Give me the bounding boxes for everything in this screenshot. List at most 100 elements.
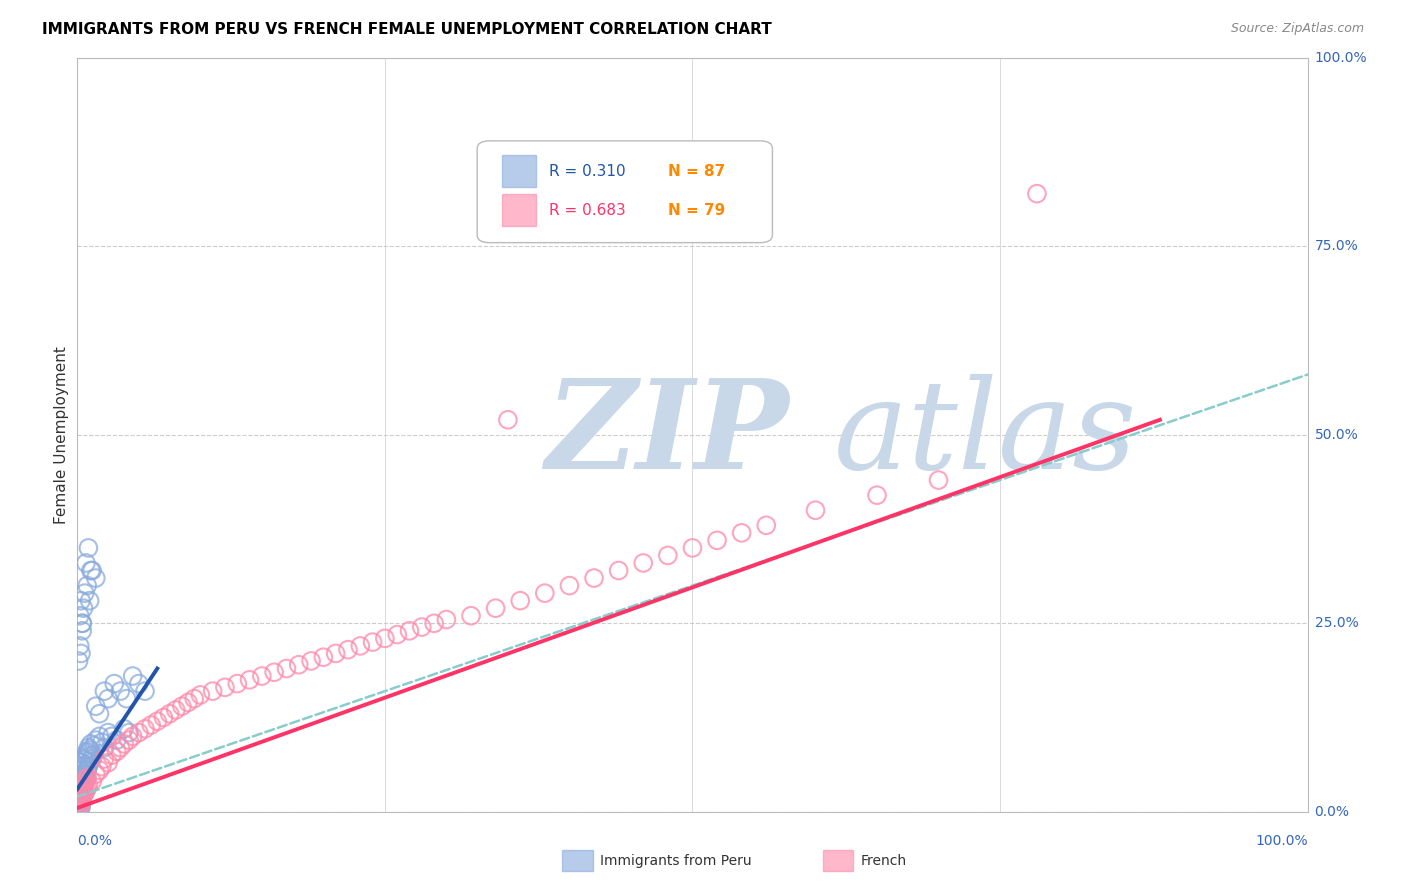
Point — [93, 752, 115, 766]
Point — [84, 767, 107, 781]
Point — [103, 676, 125, 690]
Point — [75, 771, 97, 785]
Text: French: French — [860, 854, 907, 868]
Point — [67, 773, 90, 788]
Point — [134, 722, 156, 736]
Point — [70, 791, 93, 805]
Point — [73, 776, 96, 790]
Point — [1026, 186, 1049, 201]
Point — [69, 776, 91, 790]
Point — [250, 669, 273, 683]
Point — [134, 684, 156, 698]
Point — [436, 613, 458, 627]
Text: 100.0%: 100.0% — [1256, 834, 1308, 848]
Point — [90, 735, 114, 749]
Text: 100.0%: 100.0% — [1315, 51, 1367, 65]
Point — [374, 632, 396, 646]
Point — [423, 616, 446, 631]
Point — [67, 788, 90, 802]
Point — [70, 796, 93, 810]
Point — [83, 739, 105, 753]
Point — [72, 786, 94, 800]
Point — [77, 759, 100, 773]
Point — [101, 730, 124, 744]
Point — [69, 793, 91, 807]
Point — [755, 518, 778, 533]
Point — [263, 665, 285, 680]
Point — [82, 752, 104, 766]
Point — [75, 783, 97, 797]
Point — [76, 746, 98, 760]
Point — [69, 792, 91, 806]
Point — [349, 639, 371, 653]
Point — [77, 740, 100, 755]
Text: R = 0.310: R = 0.310 — [548, 163, 626, 178]
Point — [73, 773, 96, 788]
Text: R = 0.683: R = 0.683 — [548, 202, 626, 218]
Point — [70, 800, 93, 814]
Point — [70, 786, 93, 800]
Point — [70, 780, 93, 795]
Point — [67, 801, 90, 815]
Point — [70, 647, 93, 661]
Point — [79, 593, 101, 607]
Point — [70, 799, 93, 814]
Point — [67, 793, 90, 807]
Point — [79, 756, 101, 770]
Point — [76, 744, 98, 758]
Point — [69, 791, 91, 805]
Point — [76, 771, 98, 785]
Point — [77, 778, 100, 792]
Point — [72, 601, 94, 615]
Point — [804, 503, 827, 517]
Point — [70, 789, 93, 804]
Point — [385, 627, 409, 641]
Point — [361, 635, 384, 649]
Point — [312, 650, 335, 665]
Point — [97, 756, 120, 770]
Point — [411, 620, 433, 634]
Point — [79, 743, 101, 757]
Point — [69, 778, 91, 792]
Point — [115, 691, 138, 706]
Point — [97, 691, 120, 706]
FancyBboxPatch shape — [477, 141, 772, 243]
Point — [110, 740, 132, 755]
Point — [657, 549, 679, 563]
Point — [89, 764, 111, 778]
Point — [70, 771, 93, 785]
Point — [534, 586, 557, 600]
Point — [121, 730, 143, 744]
Point — [101, 748, 124, 763]
Point — [159, 706, 181, 721]
Point — [76, 579, 98, 593]
Point — [607, 564, 630, 578]
Point — [496, 413, 519, 427]
Point — [299, 654, 322, 668]
Point — [70, 616, 93, 631]
Point — [70, 756, 93, 770]
Point — [633, 556, 655, 570]
Point — [70, 780, 93, 795]
Point — [72, 759, 94, 773]
Text: 50.0%: 50.0% — [1315, 428, 1358, 442]
Point — [72, 778, 94, 792]
Y-axis label: Female Unemployment: Female Unemployment — [53, 346, 69, 524]
Point — [69, 797, 91, 812]
Text: 0.0%: 0.0% — [1315, 805, 1350, 819]
Point — [239, 673, 262, 687]
Point — [67, 789, 90, 804]
Point — [82, 774, 104, 789]
Point — [76, 764, 98, 778]
Point — [73, 767, 96, 781]
Text: N = 87: N = 87 — [668, 163, 725, 178]
Text: IMMIGRANTS FROM PERU VS FRENCH FEMALE UNEMPLOYMENT CORRELATION CHART: IMMIGRANTS FROM PERU VS FRENCH FEMALE UN… — [42, 22, 772, 37]
Point — [128, 725, 150, 739]
Point — [76, 780, 98, 795]
Point — [70, 786, 93, 800]
Point — [69, 798, 91, 813]
Point — [583, 571, 606, 585]
Point — [69, 786, 91, 800]
Point — [141, 718, 163, 732]
Point — [93, 684, 115, 698]
